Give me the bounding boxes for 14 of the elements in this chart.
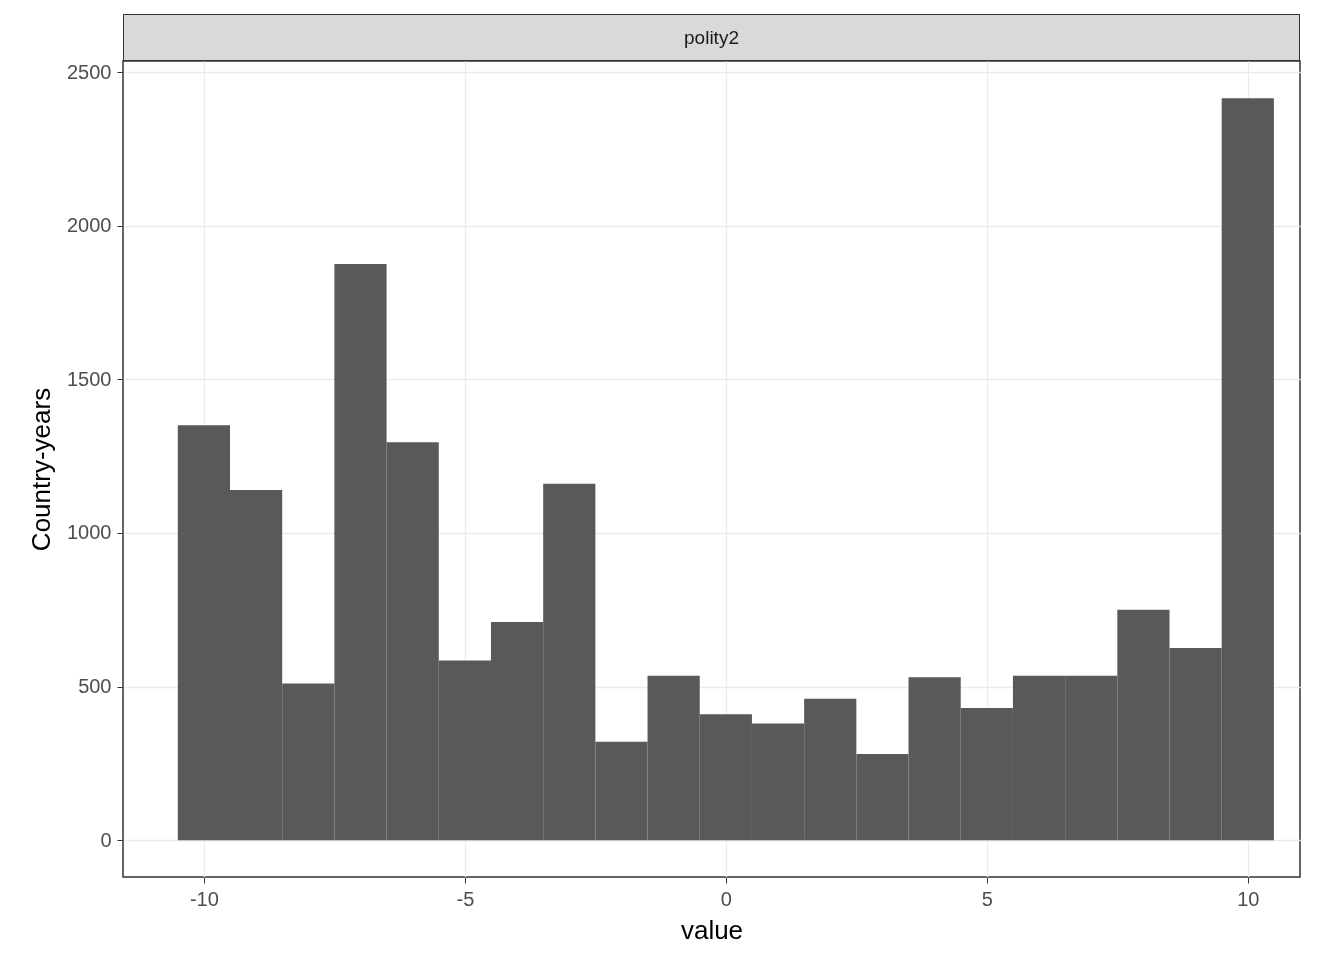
y-tick-label: 1000	[67, 521, 112, 544]
x-tick-label: -5	[456, 887, 475, 910]
x-axis-title: value	[680, 914, 744, 945]
y-tick-label: 0	[100, 828, 112, 851]
x-tick-label: -10	[189, 887, 219, 910]
chart-title: polity2	[123, 14, 1300, 61]
y-axis-title: Country-years	[26, 387, 57, 552]
y-tick-label: 500	[78, 675, 112, 698]
y-tick-label: 1500	[67, 367, 112, 390]
x-tick-label: 5	[981, 887, 993, 910]
x-tick-label: 10	[1237, 887, 1260, 910]
y-tick-label: 2000	[67, 214, 112, 237]
y-tick-label: 2500	[67, 60, 112, 83]
x-tick-label: 0	[720, 887, 732, 910]
